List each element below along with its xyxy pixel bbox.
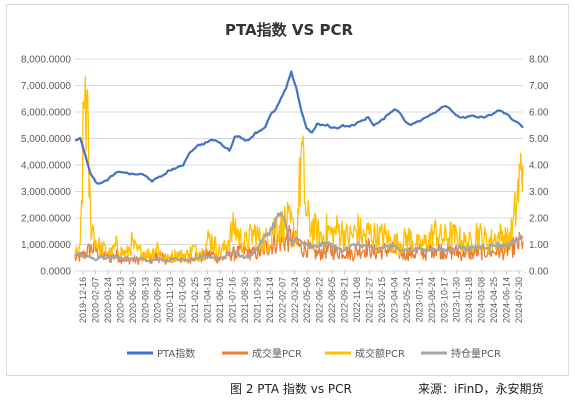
x-tick-label: 2022-02-07 [277, 277, 287, 323]
x-tick-label: 2023-04-04 [389, 277, 399, 323]
x-tick-label: 2020-02-07 [90, 277, 100, 323]
y-left-tick-label: 6,000.0000 [21, 108, 71, 119]
series-line-3 [74, 211, 524, 263]
x-tick-label: 2021-06-01 [215, 277, 225, 323]
figure-caption: 图 2 PTA 指数 vs PCR [230, 382, 352, 396]
y-left-tick-label: 0.0000 [40, 267, 71, 278]
y-right-tick-label: 0.00 [529, 267, 549, 278]
legend: PTA指数 成交量PCR 成交额PCR 持仓量PCR [127, 347, 501, 360]
y-right-tick-label: 4.00 [529, 161, 549, 172]
y-right-tick-label: 2.00 [529, 214, 549, 225]
y-right-tick-label: 1.00 [529, 240, 549, 251]
x-tick-label: 2020-09-28 [153, 277, 163, 323]
x-tick-label: 2024-06-14 [502, 277, 512, 323]
x-tick-label: 2021-12-14 [265, 277, 275, 323]
y-right-tick-label: 5.00 [529, 134, 549, 145]
x-axis: 2019-12-16 2020-02-07 2020-03-24 2020-05-13… [78, 271, 524, 323]
y-right-tick-label: 7.00 [529, 81, 549, 92]
x-tick-label: 2020-06-30 [128, 277, 138, 323]
source-note: 来源：iFinD，永安期货 [418, 382, 544, 396]
legend-label: 持仓量PCR [451, 347, 501, 360]
y-left-tick-label: 1,000.0000 [21, 240, 71, 251]
y-left-tick-label: 8,000.0000 [21, 55, 71, 66]
x-tick-label: 2024-07-30 [514, 277, 524, 323]
x-tick-label: 2024-04-25 [489, 277, 499, 323]
x-tick-label: 2021-04-13 [203, 277, 213, 323]
x-tick-label: 2022-06-22 [315, 277, 325, 323]
y-right-tick-label: 6.00 [529, 108, 549, 119]
x-tick-label: 2023-08-24 [427, 277, 437, 323]
x-tick-label: 2024-01-18 [464, 277, 474, 323]
x-tick-label: 2022-05-06 [302, 277, 312, 323]
x-tick-label: 2020-11-13 [165, 277, 175, 322]
x-tick-label: 2023-10-17 [439, 277, 449, 323]
y-right-tick-label: 3.00 [529, 187, 549, 198]
series-line-0 [74, 70, 524, 185]
x-tick-label: 2022-03-24 [290, 277, 300, 323]
x-tick-label: 2024-03-08 [477, 277, 487, 323]
y-left-tick-label: 3,000.0000 [21, 187, 71, 198]
x-tick-label: 2021-02-25 [190, 277, 200, 323]
y-left-tick-label: 7,000.0000 [21, 81, 71, 92]
series-layer [74, 70, 524, 266]
y-left-tick-label: 2,000.0000 [21, 214, 71, 225]
x-tick-label: 2023-05-24 [402, 277, 412, 323]
x-tick-label: 2022-09-21 [340, 277, 350, 323]
x-tick-label: 2021-07-16 [227, 277, 237, 323]
x-tick-label: 2021-08-30 [240, 277, 250, 323]
chart-title: PTA指数 VS PCR [225, 21, 354, 39]
y-axis-left: 0.0000 1,000.0000 2,000.0000 3,000.0000 4,00… [21, 55, 71, 278]
chart-svg: PTA指数 VS PCR 0.0000 1,000.0000 2,000.0000 3… [21, 21, 549, 360]
legend-label: 成交量PCR [252, 347, 302, 360]
legend-label: 成交额PCR [355, 347, 405, 360]
x-tick-label: 2021-01-05 [178, 277, 188, 323]
y-left-tick-label: 5,000.0000 [21, 134, 71, 145]
x-tick-label: 2020-05-13 [115, 277, 125, 323]
x-tick-label: 2023-07-11 [414, 277, 424, 322]
legend-label: PTA指数 [157, 347, 195, 360]
chart-frame: PTA指数 VS PCR 0.0000 1,000.0000 2,000.0000 3… [6, 4, 569, 376]
y-left-tick-label: 4,000.0000 [21, 161, 71, 172]
x-tick-label: 2023-02-15 [377, 277, 387, 323]
x-tick-label: 2020-08-13 [140, 277, 150, 323]
x-tick-label: 2019-12-16 [78, 277, 88, 323]
y-axis-right: 0.00 1.00 2.00 3.00 4.00 5.00 6.00 7.00 8.00 [529, 55, 549, 278]
x-tick-label: 2020-03-24 [103, 277, 113, 323]
series-line-2 [74, 75, 524, 264]
x-tick-label: 2022-08-05 [327, 277, 337, 323]
y-right-tick-label: 8.00 [529, 55, 549, 66]
x-tick-label: 2022-12-27 [365, 277, 375, 323]
x-tick-label: 2022-11-08 [352, 277, 362, 322]
x-tick-label: 2023-11-30 [452, 277, 462, 322]
x-tick-label: 2021-10-29 [252, 277, 262, 323]
